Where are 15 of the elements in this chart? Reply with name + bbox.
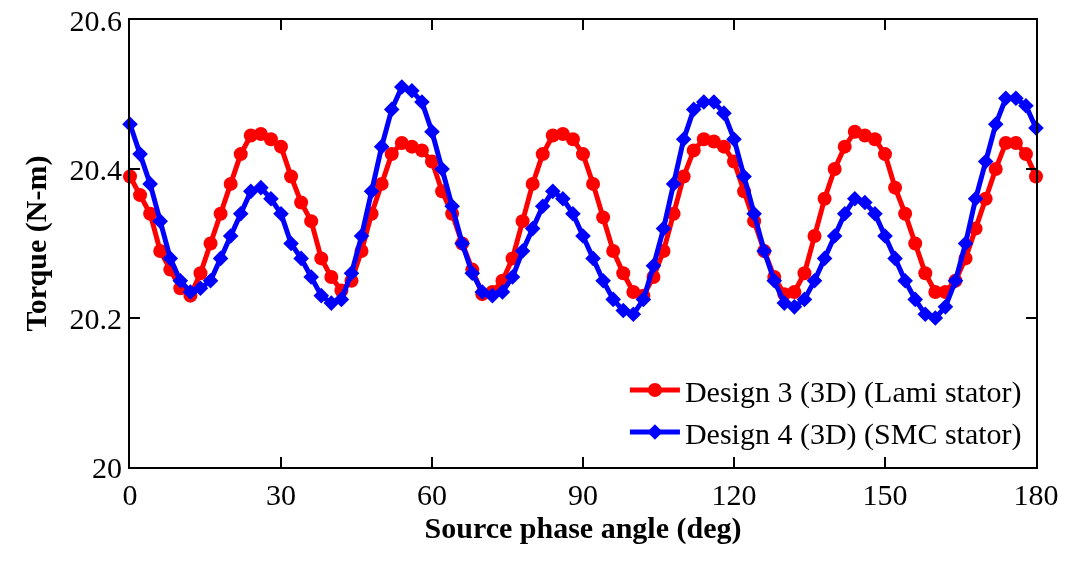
- x-tick-label: 150: [862, 478, 908, 511]
- y-tick-label: 20.2: [69, 301, 122, 335]
- y-tick-label: 20.4: [69, 152, 122, 186]
- x-tick-label: 90: [568, 478, 598, 511]
- y-axis-title: Torque (N-m): [19, 155, 53, 332]
- y-tick-label: 20.6: [69, 3, 122, 37]
- legend-label: Design 4 (3D) (SMC stator): [684, 416, 1022, 451]
- x-tick-label: 30: [266, 478, 296, 511]
- y-tick-label: 20: [92, 450, 122, 484]
- x-tick-label: 0: [122, 478, 138, 511]
- x-tick-label: 120: [711, 478, 757, 511]
- x-tick-label: 60: [417, 478, 447, 511]
- legend-label: Design 3 (3D) (Lami stator): [684, 374, 1022, 409]
- x-tick-label: 180: [1013, 478, 1059, 511]
- x-axis-title: Source phase angle (deg): [424, 511, 742, 545]
